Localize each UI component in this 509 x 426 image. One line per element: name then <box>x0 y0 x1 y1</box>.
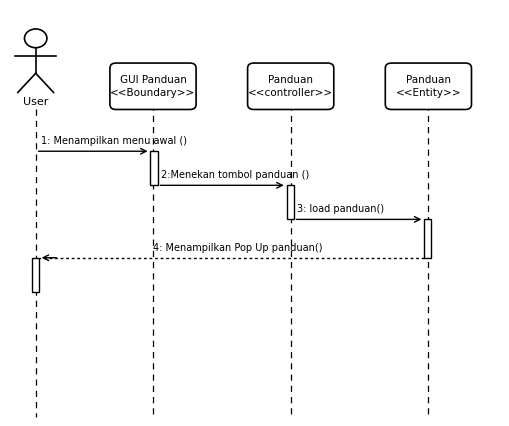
Text: 4: Menampilkan Pop Up panduan(): 4: Menampilkan Pop Up panduan() <box>153 243 322 253</box>
Bar <box>32 258 39 292</box>
FancyBboxPatch shape <box>110 63 195 109</box>
FancyBboxPatch shape <box>247 63 333 109</box>
Text: User: User <box>23 97 48 106</box>
Text: Panduan
<<Entity>>: Panduan <<Entity>> <box>395 75 460 98</box>
Text: GUI Panduan
<<Boundary>>: GUI Panduan <<Boundary>> <box>110 75 195 98</box>
Text: 1: Menampilkan menu awal (): 1: Menampilkan menu awal () <box>41 136 186 146</box>
Bar <box>423 219 431 258</box>
Text: 2:Menekan tombol panduan (): 2:Menekan tombol panduan () <box>160 170 308 180</box>
Text: Panduan
<<controller>>: Panduan <<controller>> <box>248 75 332 98</box>
Bar <box>286 185 293 219</box>
Bar <box>150 151 157 185</box>
Text: 3: load panduan(): 3: load panduan() <box>296 204 383 214</box>
FancyBboxPatch shape <box>385 63 470 109</box>
